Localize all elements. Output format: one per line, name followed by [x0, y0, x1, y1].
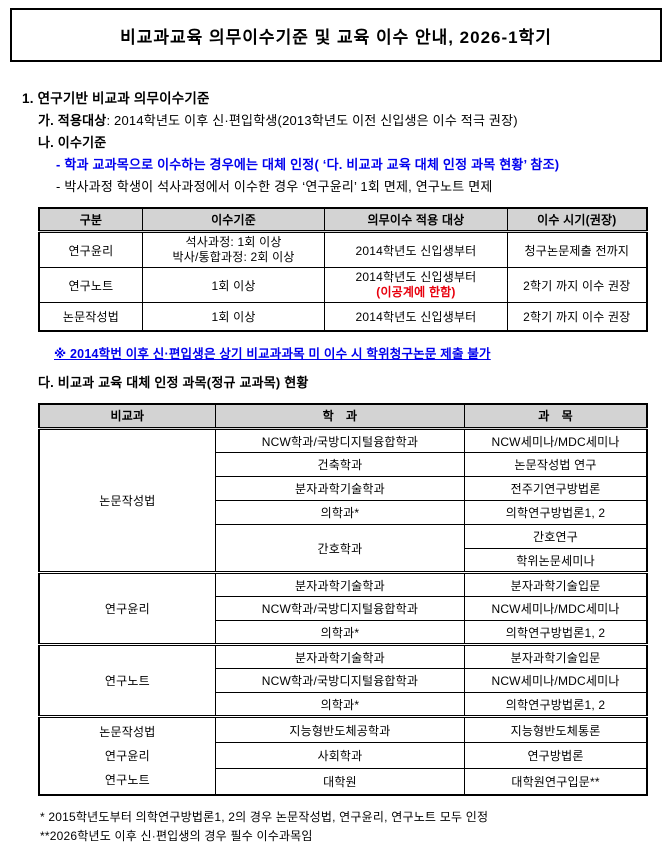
cell-dept: 분자과학기술학과 — [214, 643, 466, 669]
cell-dept: 사회학과 — [214, 742, 466, 770]
title-box: 비교과교육 의무이수기준 및 교육 이수 안내, 2026-1학기 — [10, 8, 662, 62]
cell-dept: 분자과학기술학과 — [214, 476, 466, 501]
cell-subject: NCW세미나/MDC세미나 — [464, 668, 648, 693]
program-line: 연구윤리 — [104, 749, 150, 763]
criteria-line: 박사/통합과정: 2회 이상 — [172, 250, 295, 264]
column-header-subject: 과 목 — [464, 403, 648, 430]
table-row: 학위논문세미나 — [39, 548, 648, 573]
column-header-period: 이수 시기(권장) — [506, 207, 648, 233]
table-row: NCW학과/국방디지털융합학과 NCW세미나/MDC세미나 — [39, 596, 648, 621]
cell-subject: 전주기연구방법론 — [464, 476, 648, 501]
cell-category: 연구노트 — [38, 267, 143, 303]
table-row: 의학과* 의학연구방법론1, 2 — [39, 692, 648, 717]
cell-dept: NCW학과/국방디지털융합학과 — [214, 668, 466, 693]
table-row: 논문작성법 NCW학과/국방디지털융합학과 NCW세미나/MDC세미나 — [38, 428, 648, 573]
cell-dept: 의학과* — [214, 692, 466, 717]
table-row: 간호학과 간호연구 — [39, 524, 648, 573]
table-row: 논문작성법 연구윤리 연구노트 지능형반도체공학과 지능형반도체통론 — [38, 714, 648, 796]
target-line: 2014학년도 신입생부터 — [355, 270, 477, 284]
table-row: 연구노트 분자과학기술학과 분자과학기술입문 — [38, 643, 648, 717]
item-ga-line: 가. 적용대상: 2014학년도 이후 신·편입학생(2013학년도 이전 신입… — [38, 110, 654, 132]
program-line: 논문작성법 — [99, 725, 156, 739]
cell-dept: 간호학과 — [214, 524, 466, 573]
cell-dept: NCW학과/국방디지털융합학과 — [214, 596, 466, 621]
cell-period: 청구논문제출 전까지 — [506, 231, 648, 268]
cell-target: 2014학년도 신입생부터 — [324, 302, 508, 331]
cell-period: 2학기 까지 이수 권장 — [506, 302, 648, 331]
table-row: 연구노트 1회 이상 2014학년도 신입생부터 (이공계에 한함) 2학기 까… — [38, 267, 648, 303]
cell-criteria: 석사과정: 1회 이상 박사/통합과정: 2회 이상 — [141, 231, 326, 268]
cell-subject: NCW세미나/MDC세미나 — [464, 596, 648, 621]
table-row: 논문작성법 1회 이상 2014학년도 신입생부터 2학기 까지 이수 권장 — [38, 302, 648, 331]
cell-category: 연구윤리 — [38, 231, 143, 268]
cell-dept: 지능형반도체공학과 — [214, 714, 466, 744]
bullet-substitute-recognition: - 학과 교과목으로 이수하는 경우에는 대체 인정( ‘다. 비교과 교육 대… — [56, 157, 560, 172]
warning-note: ※ 2014학번 이후 신·편입생은 상기 비교과과목 미 이수 시 학위청구논… — [54, 346, 491, 361]
section-1-heading: 1. 연구기반 비교과 의무이수기준 — [22, 91, 210, 106]
cell-dept: 건축학과 — [214, 452, 466, 477]
table-row: 의학과* 의학연구방법론1, 2 — [39, 500, 648, 525]
column-header-program: 비교과 — [38, 403, 216, 430]
cell-subject: 분자과학기술입문 — [464, 571, 648, 597]
section-da-heading: 다. 비교과 교육 대체 인정 과목(정규 교과목) 현황 — [38, 374, 309, 390]
cell-target: 2014학년도 신입생부터 (이공계에 한함) — [324, 267, 508, 303]
table-row: NCW학과/국방디지털융합학과 NCW세미나/MDC세미나 — [39, 668, 648, 693]
footnotes: * 2015학년도부터 의학연구방법론1, 2의 경우 논문작성법, 연구윤리,… — [40, 808, 654, 846]
table-row: 의학과* 의학연구방법론1, 2 — [39, 620, 648, 645]
cell-subject: NCW세미나/MDC세미나 — [464, 428, 648, 453]
cell-subject: 분자과학기술입문 — [464, 643, 648, 669]
cell-subject: 학위논문세미나 — [464, 548, 648, 573]
table-header-row: 비교과 학 과 과 목 — [38, 403, 648, 430]
cell-target: 2014학년도 신입생부터 — [324, 231, 508, 268]
cell-subject: 의학연구방법론1, 2 — [464, 500, 648, 525]
table-header-row: 구분 이수기준 의무이수 적용 대상 이수 시기(권장) — [38, 207, 648, 233]
column-header-criteria: 이수기준 — [141, 207, 326, 233]
cell-dept: 분자과학기술학과 — [214, 571, 466, 597]
cell-program-group: 논문작성법 연구윤리 연구노트 — [38, 715, 216, 796]
cell-program-group: 연구윤리 — [38, 571, 216, 645]
cell-criteria: 1회 이상 — [141, 302, 326, 331]
criteria-line: 석사과정: 1회 이상 — [185, 235, 282, 249]
cell-subject: 지능형반도체통론 — [464, 714, 648, 744]
item-na-label: 나. 이수기준 — [38, 135, 107, 150]
mandatory-completion-table: 구분 이수기준 의무이수 적용 대상 이수 시기(권장) 연구윤리 석사과정: … — [38, 207, 648, 332]
target-restriction-note: (이공계에 한함) — [376, 285, 456, 299]
program-line: 연구노트 — [104, 773, 150, 787]
cell-subject: 논문작성법 연구 — [464, 452, 648, 477]
item-ga-label: 가. 적용대상 — [38, 113, 107, 128]
table-row: 대학원 대학원연구입문** — [39, 768, 648, 796]
substitute-courses-table: 비교과 학 과 과 목 논문작성법 NCW학과/국방디지털융합학과 NCW세미나… — [38, 402, 648, 796]
cell-dept: 의학과* — [214, 500, 466, 525]
item-ga-text: : 2014학년도 이후 신·편입학생(2013학년도 이전 신입생은 이수 적… — [106, 113, 518, 128]
table-row: 연구윤리 분자과학기술학과 분자과학기술입문 — [38, 571, 648, 645]
table-row: 건축학과 논문작성법 연구 — [39, 452, 648, 477]
cell-subject: 의학연구방법론1, 2 — [464, 620, 648, 645]
cell-category: 논문작성법 — [38, 302, 143, 331]
cell-criteria: 1회 이상 — [141, 267, 326, 303]
cell-dept: 대학원 — [214, 768, 466, 796]
cell-period: 2학기 까지 이수 권장 — [506, 267, 648, 303]
document-body: 1. 연구기반 비교과 의무이수기준 가. 적용대상: 2014학년도 이후 신… — [10, 88, 662, 846]
column-header-department: 학 과 — [214, 403, 466, 430]
cell-dept: NCW학과/국방디지털융합학과 — [214, 428, 466, 453]
cell-program-group: 연구노트 — [38, 643, 216, 717]
bullet-doctoral-exemption: - 박사과정 학생이 석사과정에서 이수한 경우 ‘연구윤리’ 1회 면제, 연… — [56, 179, 493, 194]
footnote-required-2026: **2026학년도 이후 신·편입생의 경우 필수 이수과목임 — [40, 829, 313, 843]
cell-subject: 간호연구 — [464, 524, 648, 549]
cell-subject: 연구방법론 — [464, 742, 648, 770]
column-header-target: 의무이수 적용 대상 — [324, 207, 508, 233]
table-row: 연구윤리 석사과정: 1회 이상 박사/통합과정: 2회 이상 2014학년도 … — [38, 231, 648, 268]
cell-program-group: 논문작성법 — [38, 428, 216, 573]
cell-subject: 대학원연구입문** — [464, 768, 648, 796]
cell-dept: 의학과* — [214, 620, 466, 645]
column-header-category: 구분 — [38, 207, 143, 233]
cell-subject: 의학연구방법론1, 2 — [464, 692, 648, 717]
page-title: 비교과교육 의무이수기준 및 교육 이수 안내, 2026-1학기 — [120, 27, 552, 47]
